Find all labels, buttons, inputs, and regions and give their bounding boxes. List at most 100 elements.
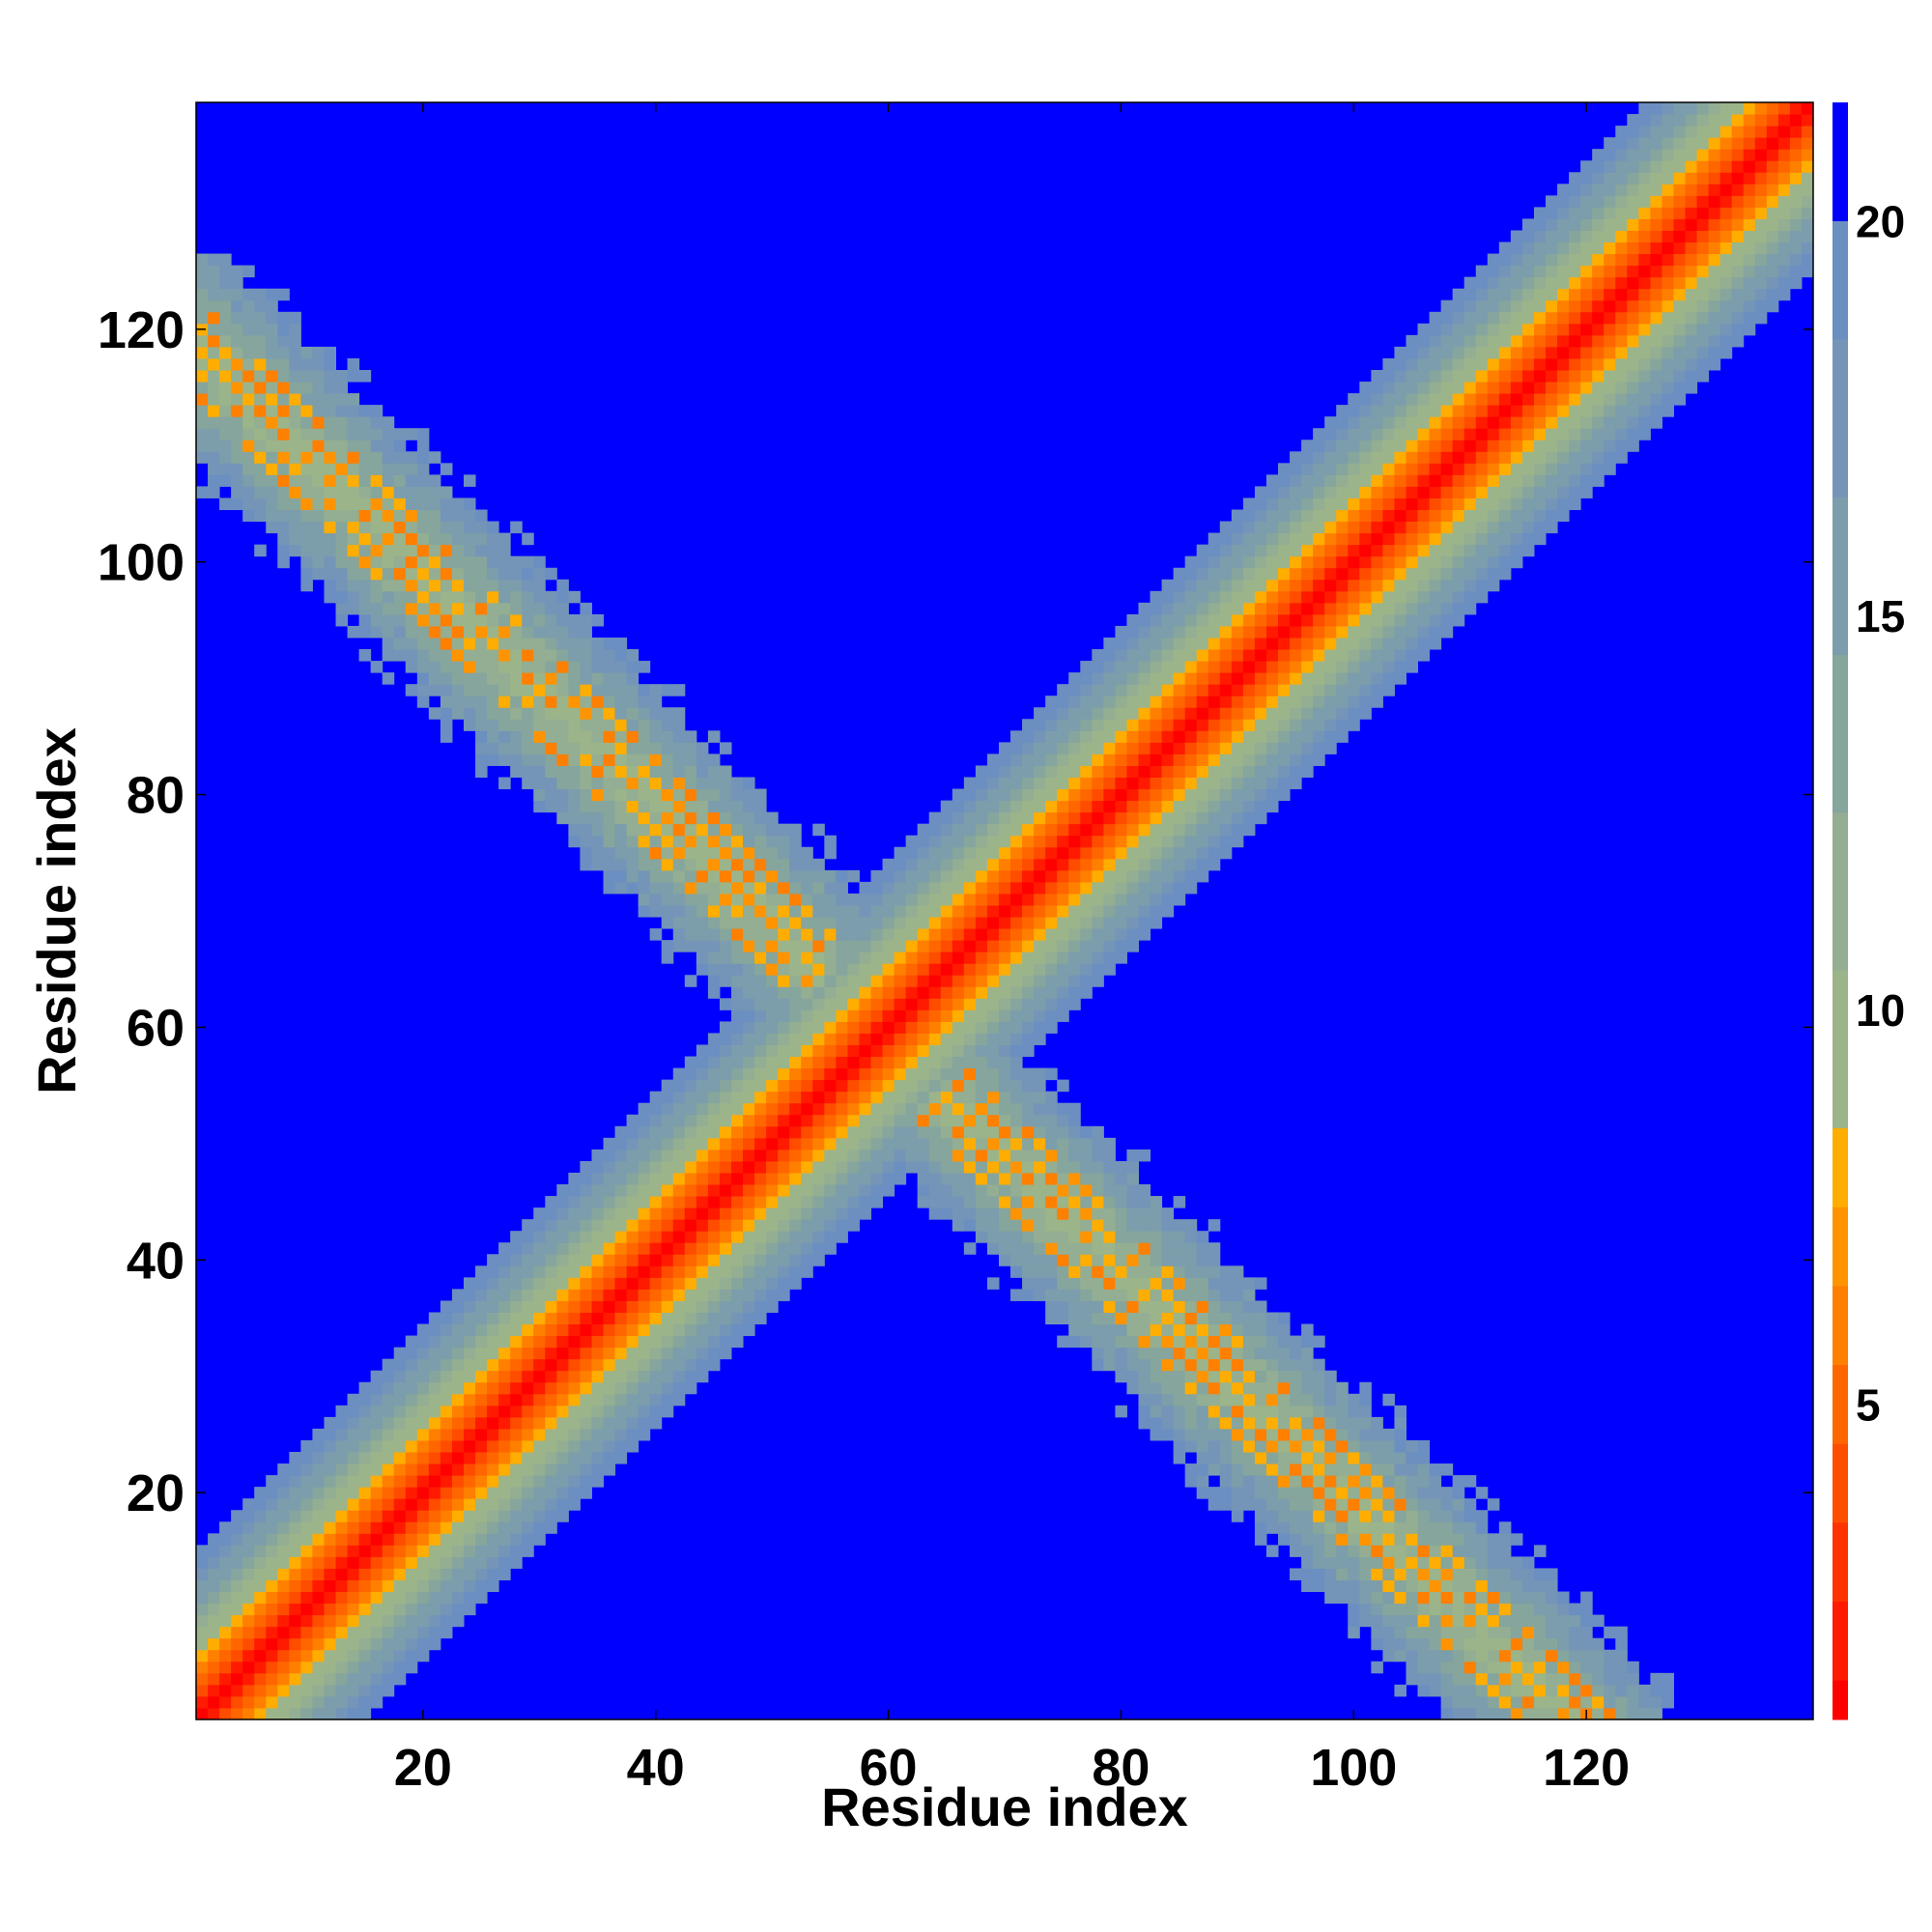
- heatmap-cell: [1290, 684, 1302, 696]
- heatmap-cell: [1336, 509, 1349, 523]
- heatmap-cell: [766, 1196, 779, 1208]
- heatmap-cell: [894, 1079, 907, 1093]
- heatmap-cell: [1196, 1416, 1209, 1430]
- heatmap-cell: [1057, 940, 1069, 952]
- heatmap-cell: [1150, 672, 1163, 685]
- heatmap-cell: [1290, 1487, 1302, 1499]
- heatmap-cell: [231, 1579, 243, 1593]
- heatmap-cell: [580, 649, 592, 662]
- heatmap-cell: [1080, 1149, 1093, 1162]
- heatmap-cell: [766, 998, 779, 1010]
- heatmap-cell: [870, 917, 884, 929]
- heatmap-cell: [1022, 1208, 1035, 1220]
- heatmap-cell: [1173, 1300, 1186, 1313]
- heatmap-cell: [1196, 835, 1209, 848]
- heatmap-cell: [1417, 1568, 1431, 1580]
- heatmap-cell: [1290, 1545, 1302, 1557]
- heatmap-cell: [347, 416, 360, 429]
- heatmap-cell: [1184, 1300, 1198, 1313]
- heatmap-cell: [1265, 800, 1279, 813]
- heatmap-cell: [730, 998, 744, 1010]
- heatmap-cell: [1265, 567, 1279, 581]
- heatmap-cell: [626, 1277, 639, 1290]
- heatmap-cell: [1324, 1510, 1337, 1522]
- heatmap-cell: [1324, 521, 1337, 534]
- heatmap-cell: [405, 1439, 418, 1453]
- heatmap-cell: [1034, 952, 1046, 964]
- heatmap-cell: [1394, 1428, 1406, 1441]
- heatmap-cell: [475, 625, 488, 639]
- heatmap-cell: [1219, 544, 1233, 557]
- heatmap-cell: [1034, 1208, 1046, 1220]
- heatmap-cell: [998, 1149, 1011, 1162]
- heatmap-cell: [545, 1323, 557, 1337]
- heatmap-cell: [1359, 1568, 1372, 1580]
- heatmap-cell: [440, 1591, 453, 1605]
- heatmap-cell: [335, 369, 349, 383]
- heatmap-cell: [1010, 1231, 1023, 1243]
- heatmap-cell: [1254, 613, 1267, 627]
- heatmap-cell: [719, 1184, 732, 1197]
- heatmap-cell: [1161, 858, 1175, 871]
- heatmap-cell: [1150, 1381, 1163, 1395]
- heatmap-cell: [1184, 1231, 1198, 1243]
- heatmap-cell: [231, 1533, 243, 1546]
- heatmap-cell: [1219, 765, 1233, 778]
- heatmap-cell: [451, 696, 465, 708]
- heatmap-cell: [801, 1184, 813, 1197]
- heatmap-cell: [416, 1416, 430, 1430]
- heatmap-cell: [1173, 625, 1186, 639]
- heatmap-cell: [335, 1579, 349, 1593]
- heatmap-cell: [591, 696, 605, 708]
- heatmap-cell: [1313, 1521, 1325, 1534]
- heatmap-cell: [591, 661, 605, 673]
- heatmap-cell: [266, 311, 278, 325]
- heatmap-cell: [416, 1579, 430, 1593]
- heatmap-cell: [766, 1254, 779, 1266]
- heatmap-cell: [1184, 1219, 1198, 1232]
- heatmap-cell: [300, 486, 313, 498]
- heatmap-cell: [626, 719, 639, 731]
- heatmap-cell: [545, 1521, 557, 1534]
- heatmap-cell: [824, 869, 837, 883]
- heatmap-cell: [1080, 823, 1093, 837]
- heatmap-cell: [1010, 800, 1023, 813]
- heatmap-cell: [1080, 742, 1093, 754]
- heatmap-cell: [1184, 1254, 1198, 1266]
- heatmap-cell: [1394, 1626, 1406, 1639]
- heatmap-cell: [1301, 1568, 1314, 1580]
- heatmap-cell: [591, 1452, 605, 1464]
- heatmap-cell: [1417, 1649, 1431, 1662]
- heatmap-cell: [789, 986, 802, 999]
- heatmap-cell: [1313, 625, 1325, 639]
- heatmap-cell: [1045, 707, 1058, 720]
- heatmap-cell: [1022, 1021, 1035, 1034]
- heatmap-cell: [1208, 1405, 1221, 1418]
- heatmap-cell: [393, 1579, 407, 1593]
- heatmap-cell: [1138, 1149, 1151, 1162]
- heatmap-cell: [998, 1219, 1011, 1232]
- heatmap-cell: [766, 1277, 779, 1290]
- heatmap-cell: [684, 917, 697, 929]
- heatmap-cell: [672, 1335, 686, 1349]
- heatmap-cell: [684, 742, 697, 754]
- heatmap-cell: [952, 998, 965, 1010]
- heatmap-cell: [1184, 613, 1198, 627]
- heatmap-cell: [382, 1603, 395, 1616]
- heatmap-cell: [952, 1056, 965, 1069]
- heatmap-cell: [231, 1545, 243, 1557]
- heatmap-cell: [847, 1208, 860, 1220]
- heatmap-cell: [393, 486, 407, 498]
- heatmap-cell: [894, 881, 907, 895]
- heatmap-cell: [1022, 730, 1035, 743]
- heatmap-cell: [836, 917, 848, 929]
- heatmap-cell: [917, 893, 930, 906]
- heatmap-cell: [1184, 1416, 1198, 1430]
- heatmap-cell: [905, 869, 919, 883]
- heatmap-cell: [1080, 672, 1093, 685]
- heatmap-cell: [1150, 649, 1163, 662]
- heatmap-cell: [1010, 1079, 1023, 1093]
- heatmap-cell: [1103, 928, 1116, 941]
- heatmap-cell: [324, 357, 337, 371]
- heatmap-cell: [1034, 800, 1046, 813]
